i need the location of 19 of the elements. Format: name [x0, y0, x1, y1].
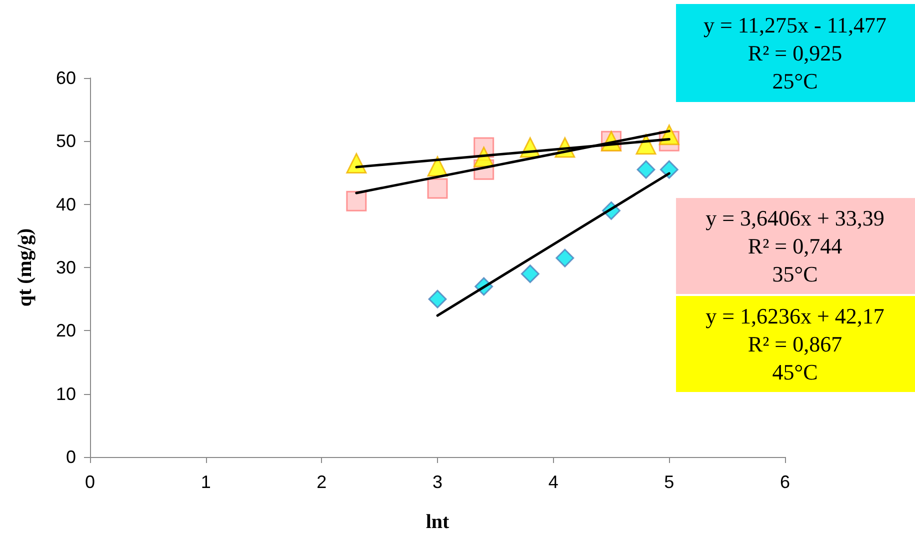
y-tick-label: 30 [56, 258, 76, 278]
y-tick-label: 20 [56, 320, 76, 341]
x-tick-label: 1 [200, 472, 211, 492]
annotation: y = 1,6236x + 42,17 R² = 0,867 45°C [706, 304, 884, 384]
x-tick-label: 4 [548, 472, 558, 492]
annotation: y = 3,6406x + 33,39 R² = 0,744 35°C [706, 206, 884, 286]
y-tick-label: 10 [56, 384, 76, 404]
x-tick-label: 5 [664, 472, 674, 492]
y-axis-title: qt (mg/g) [14, 228, 36, 307]
x-tick-label: 2 [316, 472, 327, 492]
x-tick-label: 6 [780, 472, 790, 492]
y-tick-label: 0 [66, 447, 76, 467]
x-tick-label: 0 [84, 472, 96, 492]
y-tick-label: 40 [56, 194, 76, 214]
x-axis-title: lnt [426, 511, 450, 533]
y-tick-label: 60 [56, 68, 76, 88]
x-tick-label: 3 [432, 472, 443, 492]
y-tick-label: 50 [56, 131, 76, 152]
annotation: y = 11,275x - 11,477 R² = 0,925 25°C [703, 12, 887, 94]
